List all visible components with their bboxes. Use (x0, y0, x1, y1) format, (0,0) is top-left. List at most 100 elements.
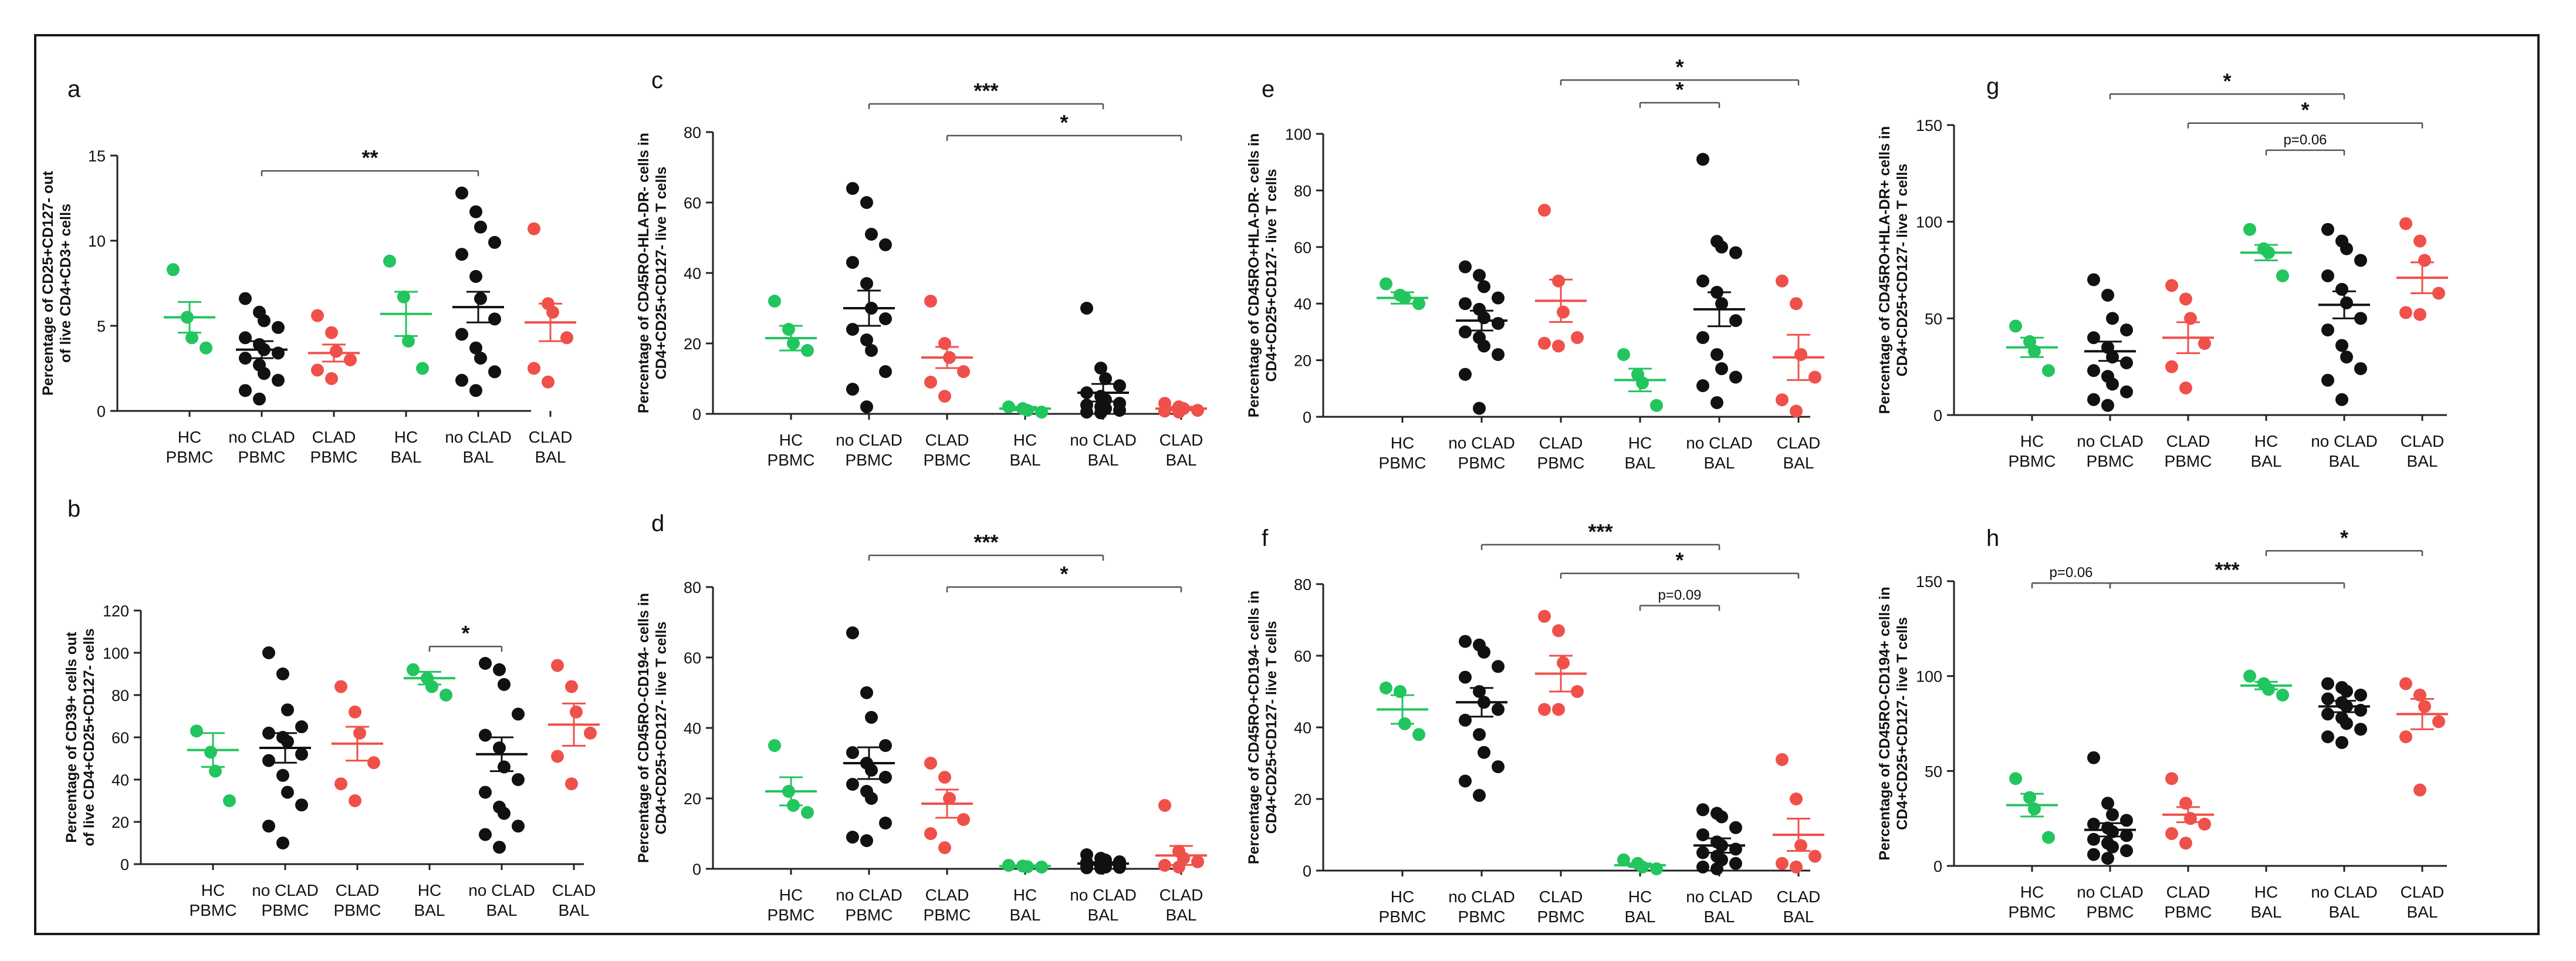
data-point (469, 341, 482, 355)
x-tick-label: PBMC (1537, 908, 1585, 926)
data-point (924, 757, 937, 770)
data-point (1492, 703, 1505, 716)
data-point (1696, 828, 1709, 841)
data-point (1790, 793, 1803, 805)
y-axis-label: Percentage of CD25+CD127- outof live CD4… (40, 170, 74, 395)
x-tick-label: BAL (1704, 908, 1735, 926)
y-tick-label: 0 (1303, 862, 1311, 880)
y-tick-label: 80 (111, 687, 129, 704)
y-axis-label: Percentage of CD45RO+HLA-DR+ cells inCD4… (1877, 126, 1911, 414)
series-no-clad-bal (452, 186, 504, 397)
data-point (2335, 736, 2348, 749)
y-tick-label: 40 (1294, 719, 1311, 737)
data-point (1808, 370, 1821, 384)
y-tick-label: 80 (684, 124, 701, 141)
y-tick-label: 20 (1294, 791, 1311, 808)
data-point (865, 344, 878, 357)
x-tick-label: CLAD (336, 881, 380, 899)
data-point (512, 707, 525, 721)
data-point (2418, 254, 2431, 267)
data-point (474, 220, 487, 234)
data-point (1776, 274, 1789, 288)
y-axis-label-line: Percentage of CD45RO+CD194- cells in (1246, 591, 1262, 864)
y-axis-label: Percentage of CD45RO+HLA-DR- cells inCD4… (1246, 133, 1280, 417)
data-point (262, 820, 275, 833)
data-point (262, 726, 275, 740)
data-point (846, 256, 859, 269)
x-tick-label: PBMC (334, 901, 381, 919)
data-point (1696, 860, 1709, 874)
data-point (474, 352, 487, 365)
data-point (1696, 153, 1709, 166)
y-tick-label: 40 (1294, 295, 1311, 313)
significance-label: * (2301, 98, 2309, 122)
x-tick-label: BAL (1166, 906, 1197, 924)
y-tick-label: 0 (692, 861, 701, 878)
y-axis-label: Percentage of CD45RO+CD194- cells inCD4+… (1246, 591, 1280, 864)
data-point (262, 754, 275, 767)
data-point (2321, 222, 2334, 236)
series-no-clad-bal (2318, 677, 2370, 749)
data-point (542, 375, 555, 389)
data-point (2106, 840, 2119, 854)
series-hc-bal (999, 859, 1051, 874)
significance-label: * (1675, 548, 1683, 572)
series-hc-pbmc (187, 724, 239, 807)
y-tick-label: 60 (684, 649, 701, 667)
data-point (2321, 269, 2334, 282)
panel-d: d 0 20 40 60 80 Percentage of CD45RO-CD194- ce… (635, 511, 1207, 924)
significance-label: p=0.06 (2283, 132, 2327, 148)
data-point (565, 777, 578, 791)
data-point (425, 680, 438, 693)
x-tick-label: PBMC (846, 451, 893, 469)
x-tick-label: CLAD (1539, 888, 1583, 906)
data-point (1473, 788, 1486, 802)
data-point (2321, 373, 2334, 387)
data-point (383, 254, 396, 268)
y-axis-label-line: Percentage of CD45RO+HLA-DR+ cells in (1877, 126, 1893, 414)
data-point (846, 383, 859, 396)
series-clad-bal (1155, 799, 1207, 874)
series-no-clad-pbmc (2084, 751, 2136, 865)
data-point (2165, 827, 2178, 841)
series-clad-pbmc (308, 309, 360, 385)
data-point (846, 746, 859, 759)
data-point (223, 794, 236, 807)
data-point (1794, 348, 1807, 361)
x-tick-label: PBMC (238, 448, 286, 466)
data-point (455, 186, 468, 200)
data-point (1557, 656, 1570, 670)
y-tick-label: 100 (1285, 126, 1311, 143)
data-point (2321, 323, 2334, 337)
series-no-clad-bal (1693, 153, 1745, 409)
data-point (551, 750, 564, 763)
x-tick-label: BAL (559, 901, 590, 919)
data-point (276, 837, 289, 849)
data-point (2243, 222, 2256, 236)
data-point (272, 373, 285, 387)
significance-label: * (461, 621, 469, 645)
data-point (1094, 406, 1107, 420)
x-tick-label: HC (779, 431, 803, 449)
data-point (2042, 364, 2055, 377)
x-tick-label: BAL (2251, 452, 2282, 470)
x-tick-label: no CLAD (252, 881, 319, 899)
x-tick-label: CLAD (925, 431, 969, 449)
data-point (957, 365, 970, 378)
y-tick-label: 0 (1933, 858, 1942, 875)
data-point (1557, 305, 1570, 319)
data-point (1158, 859, 1171, 872)
data-point (344, 353, 357, 366)
x-tick-label: HC (1013, 886, 1037, 904)
x-tick-label: BAL (535, 448, 566, 466)
x-tick-label: PBMC (262, 901, 309, 919)
data-point (2413, 234, 2426, 248)
x-tick-label: CLAD (1159, 886, 1204, 904)
series-no-clad-pbmc (1456, 260, 1507, 415)
data-point (2087, 364, 2100, 377)
data-point (281, 735, 294, 748)
x-tick-label: BAL (486, 901, 518, 919)
x-tick-label: no CLAD (468, 881, 535, 899)
data-point (1552, 624, 1565, 638)
